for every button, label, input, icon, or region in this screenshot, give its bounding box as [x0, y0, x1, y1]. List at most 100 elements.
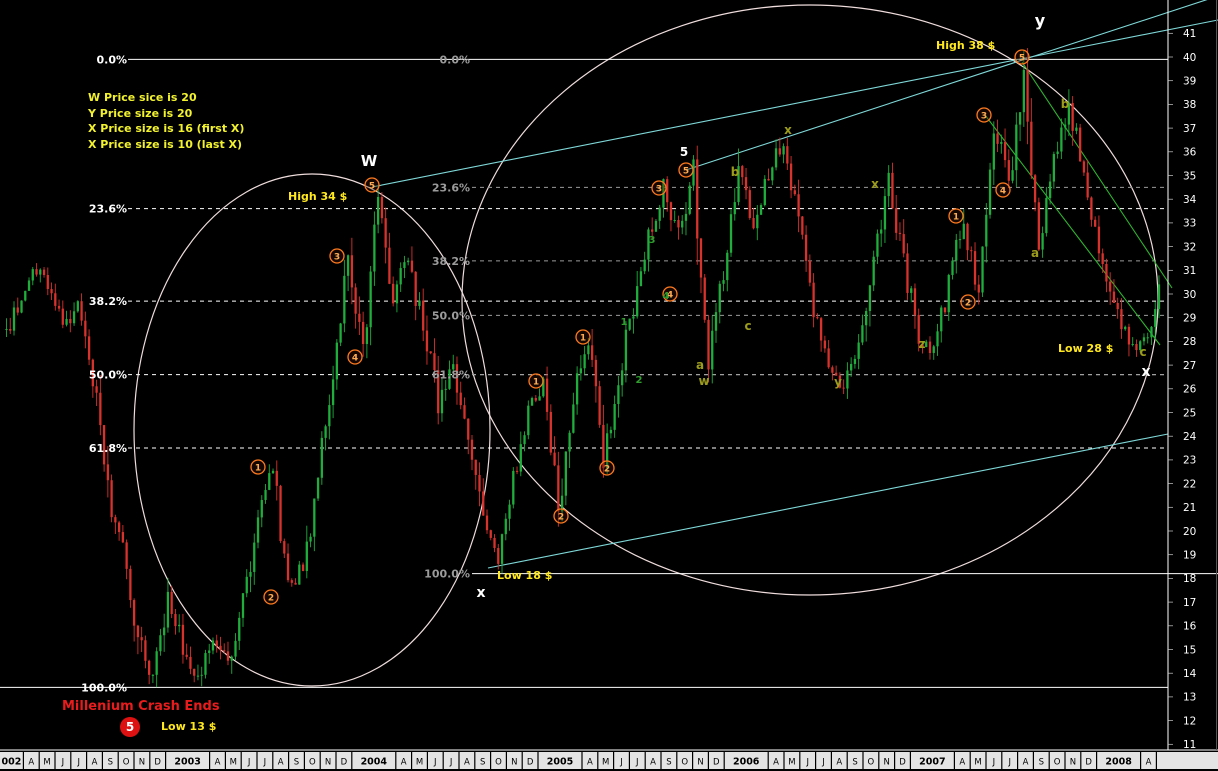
time-axis-cell[interactable] — [507, 752, 522, 769]
time-axis-label: M — [43, 758, 50, 768]
time-axis-cell[interactable] — [816, 752, 831, 769]
time-axis-cell[interactable] — [598, 752, 613, 769]
trendline[interactable] — [1021, 61, 1173, 289]
time-axis-cell[interactable] — [1081, 752, 1096, 769]
trendline[interactable] — [371, 19, 1218, 188]
time-axis-cell[interactable] — [661, 752, 677, 769]
time-axis-cell[interactable] — [336, 752, 352, 769]
time-axis-cell[interactable] — [134, 752, 150, 769]
time-axis-cell[interactable] — [305, 752, 320, 769]
time-axis-cell[interactable] — [103, 752, 118, 769]
wave-number-marker[interactable] — [976, 107, 992, 123]
candle-body — [20, 300, 23, 313]
time-axis-cell[interactable] — [1065, 752, 1081, 769]
wave-number-marker[interactable] — [364, 177, 380, 193]
trendline[interactable] — [984, 114, 1161, 346]
time-axis-cell[interactable] — [1141, 752, 1156, 769]
time-axis-cell[interactable] — [320, 752, 336, 769]
time-axis-cell[interactable] — [1002, 752, 1017, 769]
time-axis-cell[interactable] — [459, 752, 475, 769]
time-axis-cell[interactable] — [522, 752, 538, 769]
time-axis-cell[interactable] — [443, 752, 459, 769]
wave-number-marker[interactable] — [948, 208, 964, 224]
time-axis-cell[interactable] — [428, 752, 443, 769]
candle-body — [838, 375, 842, 388]
wave-number-marker[interactable] — [347, 349, 363, 365]
time-axis-cell[interactable] — [412, 752, 427, 769]
cycle-ellipse[interactable] — [133, 173, 491, 687]
time-axis-cell[interactable] — [0, 752, 23, 769]
time-axis-cell[interactable] — [273, 752, 288, 769]
candle-body — [654, 220, 658, 232]
wave-number-marker[interactable] — [995, 182, 1011, 198]
time-axis-cell[interactable] — [614, 752, 629, 769]
time-axis-cell[interactable] — [986, 752, 1002, 769]
time-axis-cell[interactable] — [39, 752, 55, 769]
time-axis-cell[interactable] — [118, 752, 134, 769]
wave-number-marker[interactable] — [575, 329, 591, 345]
time-axis-cell[interactable] — [970, 752, 986, 769]
time-axis-cell[interactable] — [1097, 752, 1140, 769]
time-axis-cell[interactable] — [1049, 752, 1065, 769]
time-axis-cell[interactable] — [241, 752, 257, 769]
time-axis-cell[interactable] — [800, 752, 815, 769]
wave-number-marker[interactable] — [678, 162, 694, 178]
time-axis-cell[interactable] — [352, 752, 396, 769]
wave-number-marker[interactable] — [651, 180, 667, 196]
time-axis-cell[interactable] — [955, 752, 970, 769]
time-axis-cell[interactable] — [1034, 752, 1049, 769]
wave-number-marker[interactable] — [1014, 49, 1030, 65]
time-axis-cell[interactable] — [475, 752, 490, 769]
cycle-ellipse[interactable] — [461, 4, 1159, 596]
trendline[interactable] — [685, 0, 1218, 171]
time-axis-cell[interactable] — [879, 752, 894, 769]
time-axis-cell[interactable] — [71, 752, 86, 769]
time-axis-cell[interactable] — [396, 752, 411, 769]
time-axis-cell[interactable] — [911, 752, 954, 769]
wave-number-marker[interactable] — [599, 460, 615, 476]
time-axis-cell[interactable] — [709, 752, 724, 769]
wave-number-marker[interactable] — [329, 248, 345, 264]
time-axis-cell[interactable] — [832, 752, 847, 769]
wave-number-marker[interactable] — [528, 373, 544, 389]
time-axis-cell[interactable] — [226, 752, 241, 769]
time-axis-cell[interactable] — [210, 752, 225, 769]
time-axis-cell[interactable] — [24, 752, 39, 769]
time-axis-cell[interactable] — [645, 752, 661, 769]
time-axis-label: D — [899, 758, 906, 768]
time-axis-cell[interactable] — [582, 752, 598, 769]
trendline[interactable] — [487, 433, 1169, 569]
time-axis-cell[interactable] — [257, 752, 273, 769]
candle-body — [1105, 264, 1108, 282]
time-axis-cell[interactable] — [87, 752, 102, 769]
time-axis-cell[interactable] — [677, 752, 692, 769]
time-axis-cell[interactable] — [55, 752, 71, 769]
wave-number-marker[interactable] — [250, 459, 266, 475]
time-axis-cell[interactable] — [538, 752, 582, 769]
time-axis-cell[interactable] — [895, 752, 910, 769]
candle-body — [31, 269, 34, 281]
wave-number-marker[interactable] — [553, 508, 569, 524]
time-axis-cell[interactable] — [630, 752, 645, 769]
time-axis-cell[interactable] — [724, 752, 768, 769]
candle-body — [572, 404, 575, 433]
time-axis-cell[interactable] — [166, 752, 209, 769]
crash-wave5-badge[interactable] — [120, 717, 140, 737]
time-axis-cell[interactable] — [863, 752, 879, 769]
candle-body — [1060, 127, 1063, 152]
candle-body — [467, 418, 470, 440]
wave-number-marker[interactable] — [263, 589, 279, 605]
wave-number-marker[interactable] — [662, 286, 678, 302]
time-axis-cell[interactable] — [491, 752, 506, 769]
time-axis-cell[interactable] — [847, 752, 863, 769]
time-axis-label: N — [1070, 758, 1076, 768]
time-axis-cell[interactable] — [784, 752, 800, 769]
candle-body — [868, 285, 872, 312]
time-axis-cell[interactable] — [768, 752, 784, 769]
time-axis-cell[interactable] — [693, 752, 708, 769]
wave-number-marker[interactable] — [960, 294, 976, 310]
time-axis-cell[interactable] — [289, 752, 304, 769]
time-axis-cell[interactable] — [150, 752, 165, 769]
time-axis-cell[interactable] — [1018, 752, 1033, 769]
